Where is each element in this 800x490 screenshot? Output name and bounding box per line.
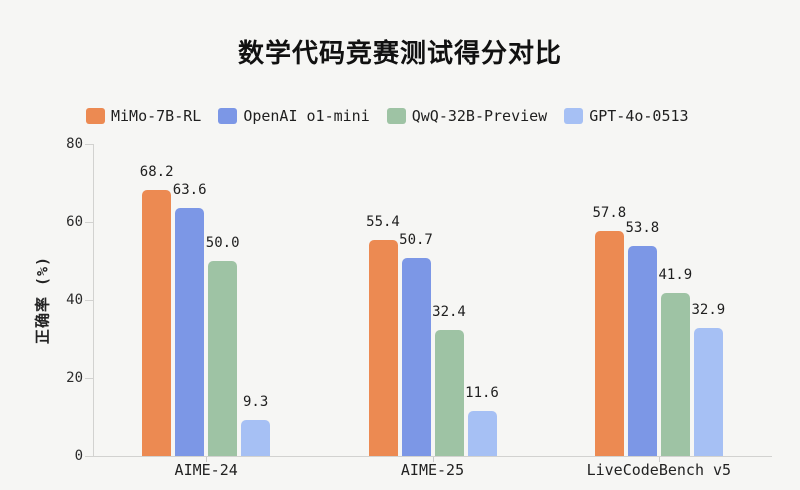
bar-value-label: 68.2: [139, 164, 174, 181]
bar: [660, 292, 690, 456]
category-label: LiveCodeBench v5: [586, 461, 732, 479]
bar-value-label: 55.4: [366, 213, 400, 230]
legend-swatch-icon: [86, 108, 105, 124]
bar-value-label: 9.3: [243, 393, 269, 410]
category-label: AIME-25: [400, 461, 465, 479]
category-tick: [658, 457, 660, 462]
bar: [467, 410, 497, 456]
chart-title: 数学代码竞赛测试得分对比: [237, 39, 562, 69]
y-tick-label: 20: [66, 370, 83, 386]
bar: [627, 246, 657, 456]
category-label: AIME-24: [174, 461, 238, 479]
bar-value-label: 50.0: [205, 235, 240, 251]
bar: [241, 419, 271, 456]
bar: [594, 230, 624, 456]
bar-value-label: 57.8: [592, 204, 627, 221]
category-tick: [206, 457, 208, 462]
legend-label: QwQ-32B-Preview: [411, 107, 548, 125]
y-tick-label: 40: [66, 292, 83, 308]
bar-value-label: 53.8: [625, 220, 660, 237]
legend-swatch-icon: [386, 108, 406, 124]
bar: [368, 239, 398, 456]
y-tick-label: 80: [66, 136, 83, 152]
legend-swatch-icon: [564, 108, 584, 124]
bar: [142, 190, 172, 456]
y-tick-mark: [85, 378, 93, 379]
legend-label: MiMo-7B-RL: [111, 107, 202, 125]
legend: MiMo-7B-RL OpenAI o1-mini QwQ-32B-Preview G…: [86, 107, 689, 125]
legend-label: OpenAI o1-mini: [243, 107, 370, 125]
y-tick-mark: [85, 144, 93, 145]
legend-item: MiMo-7B-RL: [86, 107, 201, 125]
y-tick-mark: [85, 222, 93, 223]
y-tick-mark: [85, 300, 93, 301]
bar: [175, 207, 205, 456]
bar: [401, 258, 431, 456]
bar-value-label: 41.9: [658, 266, 693, 283]
x-axis-line: [93, 456, 772, 457]
bar-value-label: 11.6: [465, 384, 499, 401]
legend-item: QwQ-32B-Preview: [386, 107, 548, 125]
legend-item: OpenAI o1-mini: [218, 107, 370, 125]
bar-value-label: 32.4: [432, 303, 466, 320]
bar: [693, 327, 723, 456]
y-axis-line: [93, 144, 94, 456]
y-tick-label: 60: [66, 214, 83, 230]
category-tick: [432, 457, 434, 462]
y-tick-mark: [85, 456, 93, 457]
bar-value-label: 63.6: [172, 181, 207, 198]
legend-item: GPT-4o-0513: [564, 107, 689, 125]
y-tick-label: 0: [74, 448, 83, 464]
legend-swatch-icon: [218, 108, 238, 124]
bar-value-label: 50.7: [399, 232, 433, 249]
bar: [208, 261, 238, 456]
legend-label: GPT-4o-0513: [589, 107, 689, 125]
bar-value-label: 32.9: [691, 301, 726, 318]
bar: [434, 329, 464, 456]
